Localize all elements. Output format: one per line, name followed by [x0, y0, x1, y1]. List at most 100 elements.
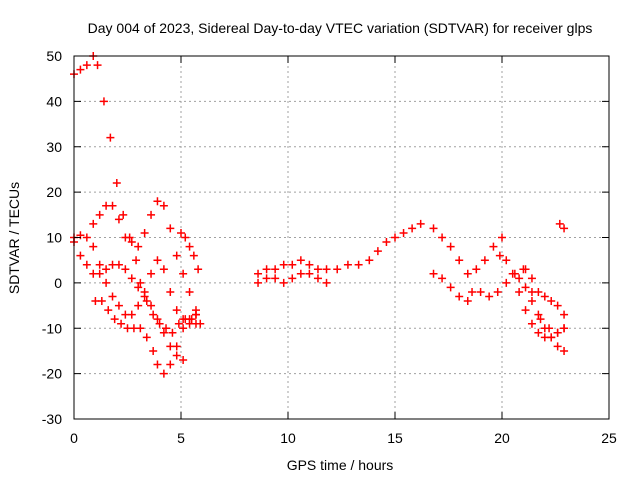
data-point: [149, 310, 158, 319]
data-point: [185, 315, 194, 324]
data-point: [166, 287, 175, 296]
data-point: [438, 233, 447, 242]
data-point: [296, 256, 305, 265]
data-point: [102, 278, 111, 287]
data-point: [194, 265, 203, 274]
data-point: [147, 301, 156, 310]
data-point: [521, 265, 530, 274]
series-arc-a: [70, 52, 200, 337]
series-arc-f: [177, 228, 203, 274]
data-point: [159, 201, 168, 210]
data-point: [127, 310, 136, 319]
data-point: [159, 328, 168, 337]
data-point: [147, 210, 156, 219]
data-point: [305, 269, 314, 278]
y-tick-label: -30: [42, 411, 62, 427]
data-point: [149, 346, 158, 355]
data-point: [162, 324, 171, 333]
data-point: [547, 297, 556, 306]
data-point: [547, 333, 556, 342]
data-point: [108, 201, 117, 210]
data-point: [343, 260, 352, 269]
data-point: [333, 265, 342, 274]
data-point: [172, 342, 181, 351]
data-point: [121, 265, 130, 274]
data-point: [114, 260, 123, 269]
data-point: [172, 351, 181, 360]
data-point: [540, 324, 549, 333]
data-point: [181, 233, 190, 242]
data-point: [153, 315, 162, 324]
data-point: [498, 233, 506, 242]
data-point: [76, 65, 85, 74]
data-point: [106, 133, 115, 142]
data-point: [262, 274, 271, 283]
data-point: [89, 242, 98, 251]
data-point: [508, 269, 517, 278]
y-axis-title: SDTVAR / TECUs: [6, 182, 22, 294]
data-point: [185, 242, 194, 251]
y-tick-label: 50: [46, 48, 62, 64]
data-point: [429, 224, 438, 233]
data-point: [172, 251, 181, 260]
data-point: [553, 328, 562, 337]
x-tick-label: 10: [280, 430, 296, 446]
y-tick-label: -20: [42, 366, 62, 382]
data-point: [288, 260, 297, 269]
data-point: [540, 292, 549, 301]
series-arc-j: [429, 224, 506, 278]
data-point: [102, 265, 111, 274]
data-point: [493, 287, 502, 296]
data-point: [174, 319, 183, 328]
data-point: [521, 306, 530, 315]
data-point: [489, 242, 498, 251]
x-tick-label: 20: [494, 430, 510, 446]
chart-title: Day 004 of 2023, Sidereal Day-to-day VTE…: [88, 20, 593, 36]
data-point: [172, 306, 181, 315]
axis-ticks: 0 5 10 15 20 25 -30 -20 -10 0 10 20 30 40 50: [42, 48, 617, 446]
data-point: [446, 283, 455, 292]
data-point: [136, 324, 145, 333]
series-arc-b: [70, 231, 200, 328]
data-point: [296, 269, 305, 278]
data-point: [104, 306, 113, 315]
data-point: [121, 233, 130, 242]
data-point: [95, 269, 104, 278]
data-point: [534, 310, 543, 319]
data-point: [534, 328, 543, 337]
data-point: [168, 328, 177, 337]
data-point: [142, 297, 151, 306]
series-arc-i: [333, 219, 425, 274]
y-tick-label: 40: [46, 93, 62, 109]
data-point: [82, 233, 91, 242]
x-tick-label: 0: [70, 430, 78, 446]
data-point: [95, 210, 104, 219]
data-point: [191, 306, 200, 315]
data-point: [127, 238, 136, 247]
data-point: [110, 315, 119, 324]
data-point: [305, 260, 314, 269]
data-point: [95, 260, 104, 269]
series-arc-g: [254, 256, 331, 278]
data-point: [262, 265, 271, 274]
data-point: [127, 274, 136, 283]
data-point: [480, 256, 489, 265]
x-tick-label: 25: [601, 430, 617, 446]
y-tick-label: 10: [46, 230, 62, 246]
y-tick-label: 30: [46, 139, 62, 155]
data-point: [322, 265, 331, 274]
series-arc-k: [429, 269, 472, 306]
data-point: [117, 319, 126, 328]
data-point: [134, 301, 143, 310]
data-point: [560, 224, 569, 233]
data-point: [536, 315, 545, 324]
data-point: [140, 228, 149, 237]
data-point: [455, 292, 464, 301]
data-point: [521, 283, 530, 292]
data-point: [82, 61, 91, 70]
data-point: [108, 292, 117, 301]
data-point: [416, 219, 425, 228]
data-point: [112, 179, 121, 188]
series-arc-n: [515, 274, 569, 355]
